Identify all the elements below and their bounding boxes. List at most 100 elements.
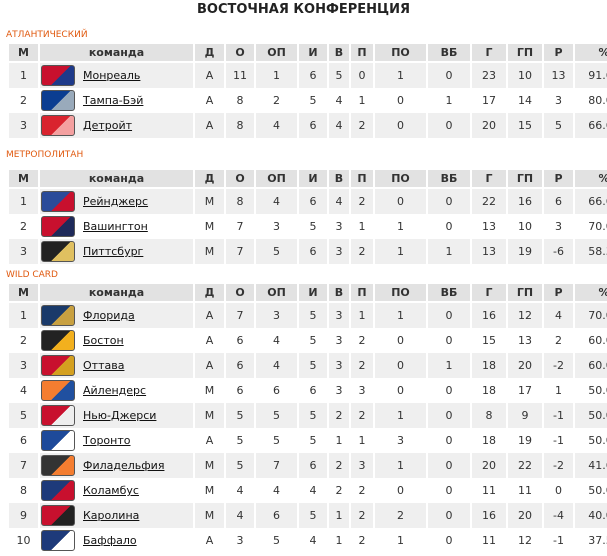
stat-cell: 5 — [299, 353, 327, 378]
table-row: 2 Тампа-Бэй А 8 2 5 4 1 0 1 17 14 3 80.00 — [9, 88, 607, 113]
stat-cell: 10 — [508, 63, 542, 88]
column-header[interactable]: ОП — [256, 44, 297, 63]
column-header[interactable]: В — [329, 44, 349, 63]
column-header[interactable]: В — [329, 284, 349, 303]
stat-cell: 5 — [309, 334, 317, 347]
team-link[interactable]: Каролина — [83, 509, 140, 522]
stat-cell: М — [195, 403, 224, 428]
column-header[interactable]: М — [9, 284, 38, 303]
stat-cell: -1 — [553, 434, 564, 447]
stat-cell: 7 — [226, 239, 254, 264]
column-header[interactable]: % — [575, 44, 607, 63]
column-header[interactable]: ОП — [256, 170, 297, 189]
stat-cell: 11 — [482, 484, 496, 497]
standings-table: МкомандаДООПИВППОВБГГПР%1РейнджерсМ84642… — [7, 170, 607, 264]
column-header[interactable]: ПО — [375, 170, 426, 189]
stat-cell: 5 — [299, 303, 327, 328]
column-header[interactable]: ВБ — [428, 170, 470, 189]
column-header[interactable]: Д — [195, 170, 224, 189]
stat-cell: 4 — [544, 303, 573, 328]
column-header[interactable]: ВБ — [428, 284, 470, 303]
team-link[interactable]: Бостон — [83, 334, 124, 347]
stat-cell: 2 — [20, 220, 27, 233]
team-link[interactable]: Торонто — [83, 434, 131, 447]
stat-cell: 5 — [273, 434, 280, 447]
column-header[interactable]: команда — [40, 44, 193, 63]
column-header[interactable]: Р — [544, 44, 573, 63]
stat-cell: А — [205, 434, 214, 447]
column-header[interactable]: И — [299, 44, 327, 63]
column-header[interactable]: ПО — [375, 44, 426, 63]
stat-cell: 0 — [428, 113, 470, 138]
stat-cell: -1 — [544, 403, 573, 428]
column-header[interactable]: О — [226, 170, 254, 189]
column-header[interactable]: Г — [472, 44, 506, 63]
team-link[interactable]: Коламбус — [83, 484, 139, 497]
team-logo-icon — [41, 405, 75, 426]
column-header[interactable]: ВБ — [428, 44, 470, 63]
column-header[interactable]: П — [351, 170, 373, 189]
team-cell: Вашингтон — [40, 214, 193, 239]
column-header[interactable]: ГП — [508, 284, 542, 303]
standings-table: МкомандаДООПИВППОВБГГПР%1ФлоридаА7353110… — [7, 284, 607, 553]
team-link[interactable]: Филадельфия — [83, 459, 165, 472]
column-header[interactable]: Р — [544, 170, 573, 189]
column-header[interactable]: Г — [472, 284, 506, 303]
column-header[interactable]: команда — [40, 170, 193, 189]
column-header[interactable]: Г — [472, 170, 506, 189]
team-link[interactable]: Баффало — [83, 534, 137, 547]
column-header[interactable]: % — [575, 284, 607, 303]
stat-cell: 0 — [445, 534, 453, 547]
column-header[interactable]: ГП — [508, 44, 542, 63]
team-link[interactable]: Рейнджерс — [83, 195, 149, 208]
team-link[interactable]: Вашингтон — [83, 220, 148, 233]
column-header[interactable]: В — [329, 170, 349, 189]
stat-cell: 4 — [256, 353, 297, 378]
column-header[interactable]: ПО — [375, 284, 426, 303]
column-header[interactable]: Д — [195, 284, 224, 303]
team-cell: Питтсбург — [40, 239, 193, 264]
column-header[interactable]: Р — [544, 284, 573, 303]
team-link[interactable]: Монреаль — [83, 69, 141, 82]
column-header[interactable]: Д — [195, 44, 224, 63]
column-header[interactable]: ГП — [508, 170, 542, 189]
stat-cell: 1 — [9, 63, 38, 88]
team-link[interactable]: Нью-Джерси — [83, 409, 157, 422]
column-header[interactable]: М — [9, 170, 38, 189]
stat-cell: 23 — [472, 63, 506, 88]
column-header[interactable]: П — [351, 44, 373, 63]
stat-cell: 4 — [335, 94, 343, 107]
stat-cell: 6 — [299, 453, 327, 478]
stat-cell: 6 — [256, 503, 297, 528]
division-label: WILD CARD — [6, 270, 58, 280]
column-header[interactable]: О — [226, 284, 254, 303]
stat-cell: 0 — [397, 334, 404, 347]
team-link[interactable]: Питтсбург — [83, 245, 144, 258]
stat-cell: 3 — [351, 453, 373, 478]
stat-cell: 7 — [226, 303, 254, 328]
team-logo-icon — [41, 115, 75, 136]
team-link[interactable]: Флорида — [83, 309, 135, 322]
column-header[interactable]: И — [299, 170, 327, 189]
stat-cell: М — [195, 189, 224, 214]
stat-cell: -6 — [544, 239, 573, 264]
column-header[interactable]: % — [575, 170, 607, 189]
stat-cell: 4 — [20, 384, 27, 397]
column-header[interactable]: ОП — [256, 284, 297, 303]
team-link[interactable]: Тампа-Бэй — [83, 94, 144, 107]
team-link[interactable]: Оттава — [83, 359, 125, 372]
stat-cell: 2 — [375, 503, 426, 528]
column-header[interactable]: П — [351, 284, 373, 303]
column-header[interactable]: М — [9, 44, 38, 63]
column-header[interactable]: команда — [40, 284, 193, 303]
stat-cell: 6 — [299, 239, 327, 264]
stat-cell: 7 — [256, 453, 297, 478]
team-link[interactable]: Детройт — [83, 119, 133, 132]
team-link[interactable]: Айлендерс — [83, 384, 147, 397]
stat-cell: 7 — [236, 220, 244, 233]
stat-cell: 2 — [351, 353, 373, 378]
column-header[interactable]: И — [299, 284, 327, 303]
column-header[interactable]: О — [226, 44, 254, 63]
